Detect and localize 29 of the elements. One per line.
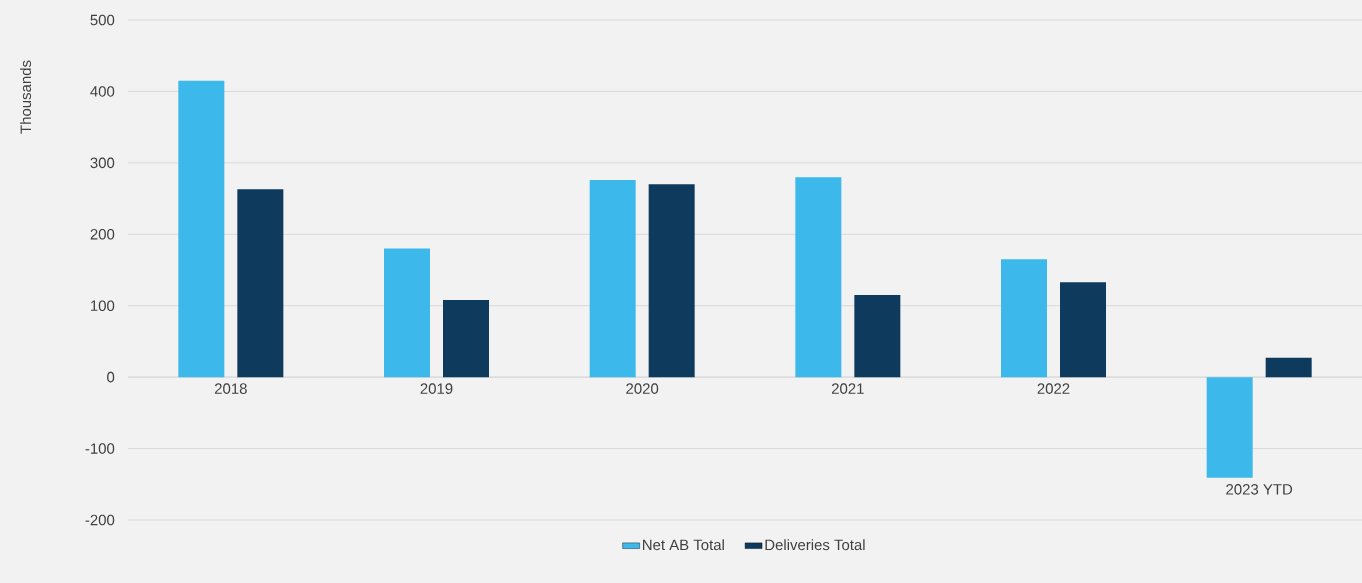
bar [589, 180, 636, 378]
legend-label: Deliveries Total [765, 539, 865, 551]
bar [648, 184, 695, 378]
legend-label: Net AB Total [643, 539, 724, 551]
bar [1265, 357, 1312, 378]
bar [795, 177, 842, 378]
bar [384, 248, 430, 378]
bar [178, 80, 225, 378]
bar [854, 295, 901, 378]
y-tick-label: 300 [90, 157, 115, 169]
x-tick-label: 2022 [1037, 383, 1070, 394]
y-tick-label: -100 [85, 443, 115, 454]
x-tick-label: 2019 [420, 383, 453, 394]
y-tick-label: 400 [90, 86, 115, 97]
x-tick-label: 2023 YTD [1226, 484, 1293, 495]
bar [1060, 282, 1106, 378]
bar [443, 300, 489, 378]
y-tick-label: 0 [107, 371, 115, 383]
y-tick-label: 200 [90, 228, 115, 240]
bar [1206, 377, 1253, 478]
x-tick-label: 2020 [626, 383, 659, 394]
x-tick-label: 2021 [831, 383, 864, 394]
bar [237, 189, 284, 378]
y-axis-title: Thousands [20, 60, 32, 134]
y-tick-label: 100 [91, 300, 115, 311]
bar [1001, 259, 1047, 378]
x-tick-label: 2018 [214, 383, 247, 394]
y-tick-label: -200 [85, 514, 115, 526]
y-tick-label: 500 [90, 14, 115, 26]
